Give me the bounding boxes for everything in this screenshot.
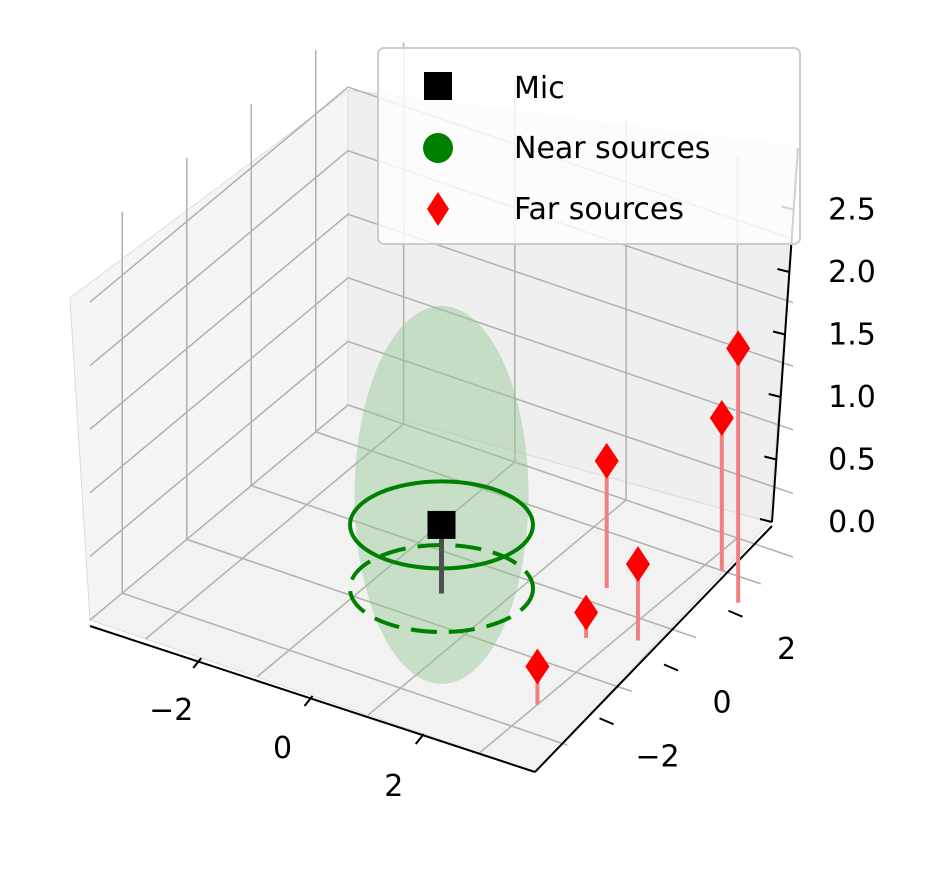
z-tick-label: 2.0 [828,255,876,290]
y-tick-label: 0 [712,686,731,721]
grid-line [122,592,568,746]
grid-line [89,213,794,430]
z-tick [764,455,777,461]
x-tick-label: −2 [149,693,193,728]
grid-line [89,149,794,367]
z-tick-label: 1.5 [828,318,876,353]
axis-ticks: −2 0 2 −2 0 2 0.0 0.5 1.0 1.5 2.0 2.5 [149,193,876,805]
far-source-marker [625,546,650,583]
legend-marker-near [423,133,453,163]
grid-line [89,340,794,557]
far-source-marker [709,399,734,436]
x-tick [303,695,314,707]
far-source-marker [525,648,550,685]
y-tick-label: 2 [777,632,796,667]
far-source-marker [594,442,619,479]
z-tick [768,393,781,398]
legend-label-mic: Mic [514,71,565,106]
z-tick-label: 1.0 [828,380,876,415]
y-tick [599,717,614,726]
grid-line [367,499,627,716]
x-tick [414,733,425,745]
grid-line [89,276,794,494]
grid-line [251,484,697,639]
z-tick-label: 0.0 [828,505,876,540]
z-tick [759,518,773,523]
legend-marker-far [427,192,449,226]
x-tick [192,657,203,669]
grid-line [186,538,632,693]
z-tick [777,268,790,273]
y-tick [728,609,743,618]
grid-line [89,404,794,621]
x-tick-label: 0 [273,731,292,766]
legend-label-far: Far sources [514,192,684,227]
x-tick-label: 2 [384,769,403,804]
legend-marker-mic [424,72,452,100]
z-tick-label: 2.5 [828,193,876,228]
near-source-ellipsoid [354,305,529,684]
grid-line [145,423,405,640]
mic-marker [427,510,456,539]
legend: Mic Near sources Far sources [377,47,801,245]
y-axis-line [534,525,773,773]
legend-box [377,47,801,245]
far-source-marker [574,594,599,631]
z-tick [772,330,786,336]
y-tick [663,663,679,672]
grid-line [315,431,761,585]
z-tick-label: 0.5 [828,443,876,478]
far-source-marker [726,330,751,367]
grid-line [478,537,738,754]
legend-label-near: Near sources [514,131,710,166]
x-axis-line [89,625,536,773]
y-tick-label: −2 [635,739,679,774]
chart-marks [348,305,751,705]
grid-line [256,461,516,678]
